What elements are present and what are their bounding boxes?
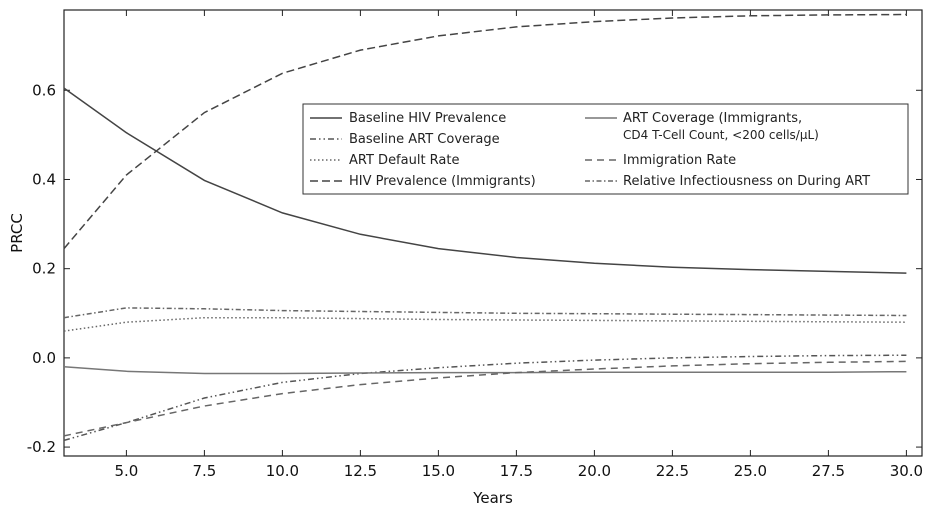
legend-label: Immigration Rate [623,153,736,168]
x-axis-label: Years [472,489,513,507]
axis-ticks: 5.0 7.5 10.0 12.5 15.0 17.5 20.0 22.5 25.0 27.5 30… [27,10,923,480]
legend-label: Baseline ART Coverage [349,132,500,147]
y-axis-label: PRCC [8,213,26,253]
y-tick-label: 0.0 [32,349,56,367]
series-line-3 [63,13,907,250]
y-tick-label: 0.6 [32,81,56,99]
series-line-0 [63,87,907,274]
plot-area [63,9,923,457]
legend-box [302,103,909,195]
x-tick-label: 7.5 [192,462,216,480]
series-line-4 [63,366,907,375]
series-lines [63,13,907,442]
legend-label: Relative Infectiousness on During ART [623,174,870,189]
series-line-2 [63,316,907,332]
legend: Baseline HIV Prevalence Baseline ART Cove… [302,103,909,195]
legend-label: HIV Prevalence (Immigrants) [349,174,536,189]
y-tick-label: 0.2 [32,260,56,278]
x-tick-label: 5.0 [114,462,138,480]
legend-label-art-coverage-immigrants-line1: ART Coverage (Immigrants, [623,111,802,126]
x-tick-label: 15.0 [422,462,455,480]
x-tick-label: 20.0 [578,462,611,480]
y-tick-label: 0.4 [32,170,56,188]
x-tick-label: 17.5 [500,462,533,480]
legend-label: Baseline HIV Prevalence [349,111,506,126]
x-tick-label: 22.5 [656,462,689,480]
legend-label-art-coverage-immigrants-line2: CD4 T-Cell Count, <200 cells/μL) [623,128,819,142]
legend-label: ART Default Rate [349,153,460,168]
series-line-6 [63,307,907,319]
x-tick-label: 12.5 [344,462,377,480]
x-tick-label: 10.0 [266,462,299,480]
x-tick-label: 27.5 [812,462,845,480]
x-tick-label: 25.0 [734,462,767,480]
y-tick-label: -0.2 [27,438,56,456]
x-tick-label: 30.0 [890,462,923,480]
